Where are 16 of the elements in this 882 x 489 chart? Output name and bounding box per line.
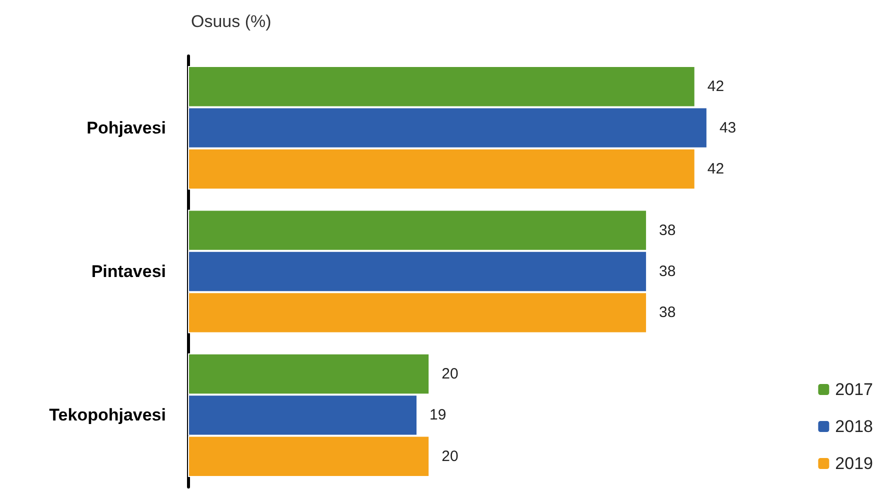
data-label: 20 xyxy=(442,448,458,465)
legend-label: 2018 xyxy=(835,417,874,436)
data-label: 20 xyxy=(442,365,458,382)
y-tick-label: Tekopohjavesi xyxy=(49,406,166,425)
data-label: 42 xyxy=(707,78,724,96)
data-label: 19 xyxy=(430,406,446,424)
data-label: 42 xyxy=(707,160,724,178)
legend-label: 2017 xyxy=(835,380,874,399)
data-label: 38 xyxy=(659,263,676,280)
chart-title: Osuus (%) xyxy=(191,12,272,31)
legend-label: 2019 xyxy=(835,454,874,473)
data-label: 38 xyxy=(659,222,676,239)
y-tick-label: Pintavesi xyxy=(91,262,166,281)
y-tick-label: Pohjavesi xyxy=(86,118,166,138)
data-label: 43 xyxy=(719,119,736,136)
data-label: 38 xyxy=(659,304,676,322)
